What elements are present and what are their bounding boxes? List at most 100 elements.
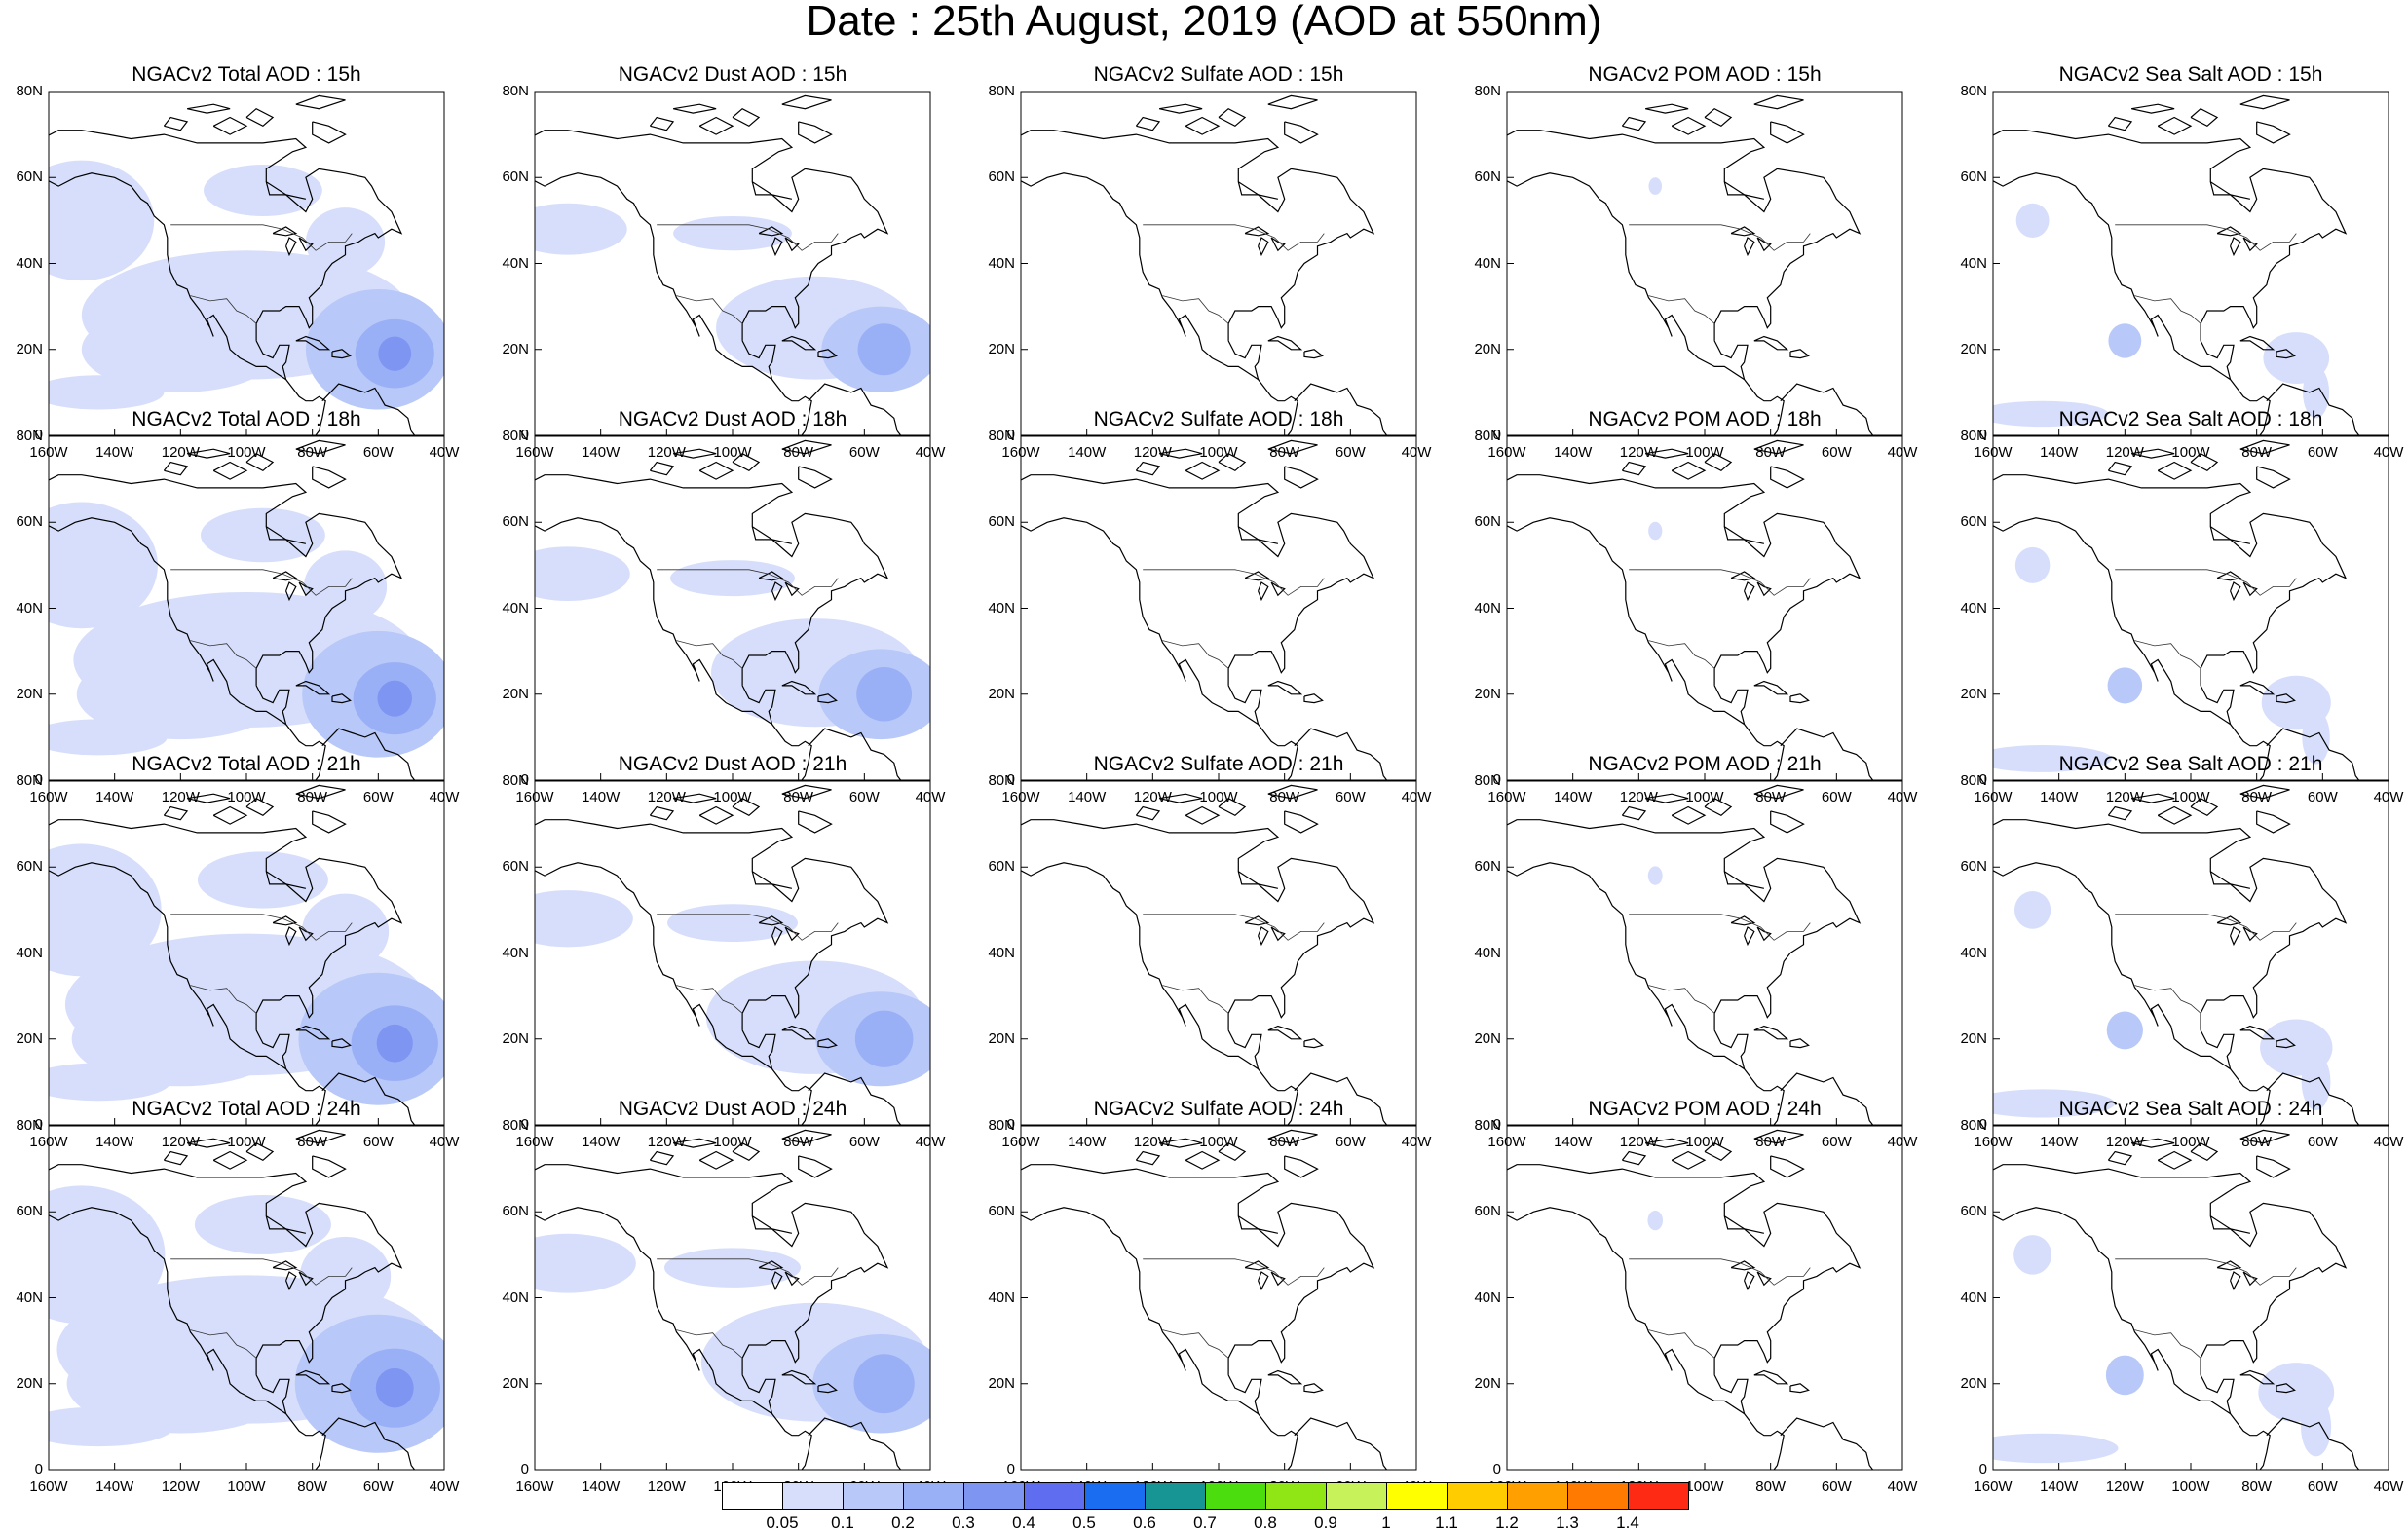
map-plot <box>48 91 445 436</box>
panel-title: NGACv2 Sea Salt AOD : 15h <box>2058 63 2323 86</box>
aod-plume <box>76 649 284 740</box>
lon-label: 140W <box>95 789 134 805</box>
colorbar-label: 0.3 <box>952 1513 975 1532</box>
coastline <box>732 107 761 128</box>
coastline <box>535 1207 812 1470</box>
lat-label: 20N <box>1960 1374 1987 1392</box>
lon-label: 80W <box>1755 1478 1787 1495</box>
colorbar-swatch <box>963 1482 1025 1510</box>
lat-label: 20N <box>1960 1029 1987 1047</box>
coastline <box>312 810 347 834</box>
panel-title: NGACv2 Dust AOD : 15h <box>618 63 847 86</box>
coastline <box>186 1138 231 1148</box>
map-panel: NGACv2 Dust AOD : 15h 80N 60N 40N 20N 0 160W 14… <box>490 63 969 465</box>
coastline <box>2130 103 2175 114</box>
coastline <box>2242 581 2258 597</box>
lat-label: 0 <box>1006 427 1015 443</box>
map-plot <box>534 1125 931 1471</box>
coastline <box>1780 1417 1874 1470</box>
coastline <box>285 1271 297 1291</box>
map-plot <box>1992 91 2389 436</box>
lat-label: 0 <box>1006 1461 1015 1477</box>
lon-label: 80W <box>2241 1478 2273 1495</box>
lat-label: 60N <box>1960 168 1987 186</box>
coastline <box>2242 926 2258 942</box>
coastline <box>1218 1141 1247 1162</box>
coastline <box>2130 793 2175 803</box>
aod-plume <box>1993 745 2112 772</box>
coastline <box>817 1383 838 1394</box>
lat-label: 40N <box>1960 254 1987 272</box>
aod-plume <box>49 1406 174 1447</box>
lat-label: 20N <box>16 685 43 702</box>
panel-title: NGACv2 Total AOD : 21h <box>132 753 361 775</box>
coastline <box>255 340 290 380</box>
lon-label: 120W <box>161 789 200 805</box>
coastline <box>255 685 290 725</box>
coastline <box>672 103 717 114</box>
aod-plume <box>2106 1011 2143 1050</box>
coastline <box>1993 862 2271 1125</box>
coastline <box>1730 1260 1756 1271</box>
coastline <box>1993 1207 2271 1470</box>
map-panel: NGACv2 Total AOD : 24h 80N 60N 40N 20N 0 160W 1… <box>4 1098 483 1499</box>
coastline <box>2276 693 2296 704</box>
lat-label: 20N <box>16 1374 43 1392</box>
coastline <box>2157 461 2193 480</box>
coastline <box>1780 728 1874 780</box>
lon-label: 100W <box>1685 1134 1724 1150</box>
coastline <box>163 116 189 131</box>
coastline <box>1789 693 1810 704</box>
aod-plume <box>670 560 795 597</box>
colorbar-label: 1.2 <box>1495 1513 1519 1532</box>
aod-plume <box>2301 1053 2331 1110</box>
coastline <box>312 121 347 144</box>
lon-label: 60W <box>362 1478 394 1495</box>
panel-title: NGACv2 POM AOD : 18h <box>1588 408 1822 430</box>
coastline <box>212 116 248 135</box>
political-border <box>2134 985 2201 1014</box>
coastline <box>49 130 403 341</box>
coastline <box>649 461 675 476</box>
lon-label: 40W <box>429 1478 460 1495</box>
lat-label: 20N <box>1474 1374 1501 1392</box>
map-plot <box>1506 435 1903 781</box>
coastline <box>1270 926 1286 942</box>
lon-label: 160W <box>1974 1478 2013 1495</box>
map-panel: NGACv2 POM AOD : 18h 80N 60N 40N 20N 0 160W 140… <box>1462 408 1941 809</box>
coastline <box>1294 728 1388 780</box>
coastline <box>1237 1215 1279 1234</box>
aod-plume <box>854 1010 914 1067</box>
coastline <box>2256 810 2291 834</box>
coastline <box>245 107 275 128</box>
lon-label: 120W <box>2105 1478 2144 1495</box>
coastline <box>255 1374 290 1414</box>
map-plot <box>534 91 931 436</box>
coastline <box>1993 1164 2348 1375</box>
colorbar-label: 0.6 <box>1133 1513 1156 1532</box>
panel-title: NGACv2 Total AOD : 24h <box>132 1098 361 1120</box>
coastline <box>212 1150 248 1170</box>
coastline <box>272 571 298 581</box>
coastline <box>1744 926 1755 947</box>
lat-label: 20N <box>1474 1029 1501 1047</box>
panel-title: NGACv2 Sulfate AOD : 18h <box>1093 408 1344 430</box>
coastline <box>2190 107 2219 128</box>
coastline <box>1185 116 1221 135</box>
coastline <box>698 1150 734 1170</box>
coastline <box>331 349 352 359</box>
lon-label: 100W <box>2171 1134 2210 1150</box>
political-border <box>1629 569 1811 596</box>
coastline <box>2216 226 2242 237</box>
lat-label: 40N <box>1960 599 1987 617</box>
political-border <box>676 295 743 324</box>
lon-label: 100W <box>2171 789 2210 805</box>
coastline <box>49 474 403 686</box>
map-panel: NGACv2 Sulfate AOD : 18h 80N 60N 40N 20N 0 160… <box>976 408 1455 809</box>
coastline <box>285 926 297 947</box>
coastline <box>1753 680 1789 695</box>
lon-label: 60W <box>848 444 880 461</box>
aod-plume <box>667 904 798 943</box>
lon-label: 60W <box>1821 444 1852 461</box>
map-panel: NGACv2 Dust AOD : 24h 80N 60N 40N 20N 0 160W 14… <box>490 1098 969 1499</box>
